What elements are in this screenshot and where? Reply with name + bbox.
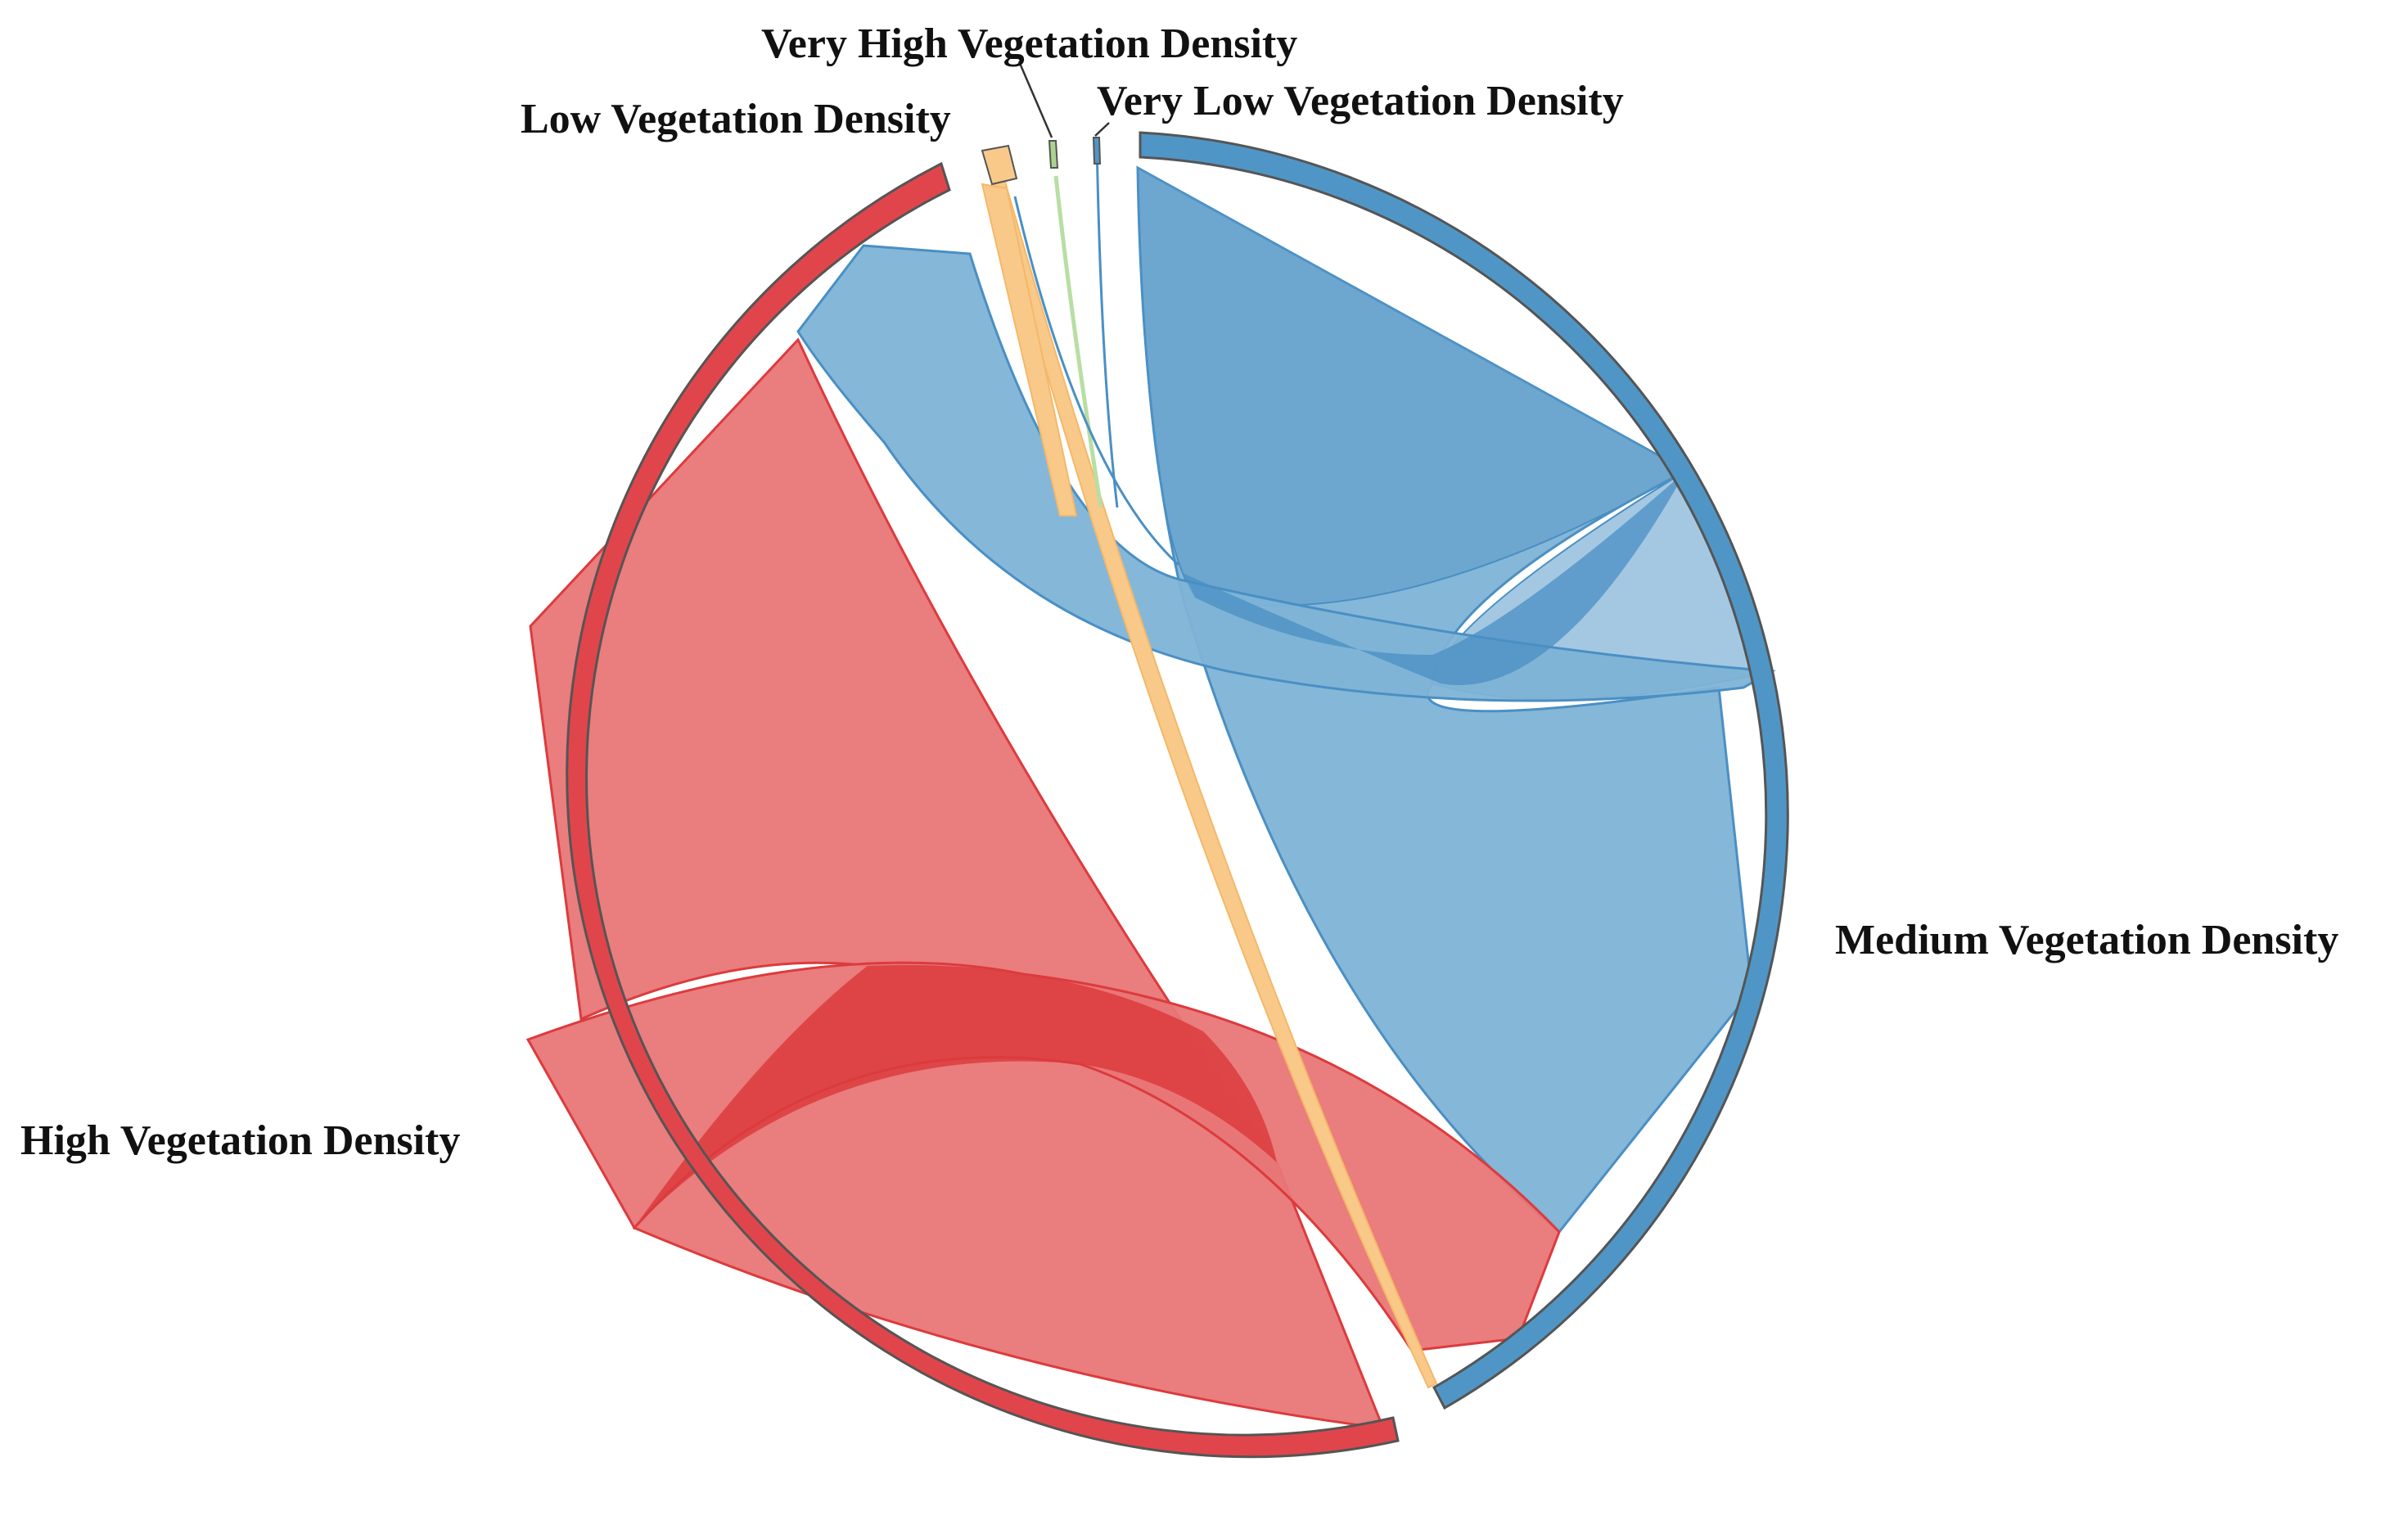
arc-low-vegetation-density — [981, 144, 1018, 186]
ribbons — [525, 138, 1776, 1430]
ribbon-low-to-high — [981, 183, 1078, 517]
ribbon-very-low — [1095, 138, 1119, 508]
leader-very-low — [1094, 122, 1110, 137]
arc-very-low-vegetation-density — [1092, 137, 1102, 165]
label-low-vegetation-density: Low Vegetation Density — [521, 96, 951, 142]
ribbon-medium-overlap — [1183, 471, 1686, 686]
category-labels: Very High Vegetation Density Very Low Ve… — [20, 20, 2338, 1164]
ribbon-high-overlap — [634, 965, 1277, 1228]
ribbon-medium-to-high — [796, 244, 1776, 702]
label-medium-vegetation-density: Medium Vegetation Density — [1835, 917, 2338, 963]
leader-very-high — [1017, 61, 1053, 138]
label-very-high-vegetation-density: Very High Vegetation Density — [761, 20, 1297, 67]
leader-lines — [1017, 61, 1110, 138]
label-very-low-vegetation-density: Very Low Vegetation Density — [1097, 78, 1624, 124]
arc-very-high-vegetation-density — [1048, 140, 1059, 169]
outer-arcs — [566, 131, 1789, 1459]
arc-medium-vegetation-density — [1139, 131, 1789, 1410]
label-high-vegetation-density: High Vegetation Density — [20, 1117, 460, 1164]
arc-high-vegetation-density — [566, 161, 1400, 1459]
ribbon-thin-blue-curve — [1013, 196, 1180, 566]
ribbon-high-to-high — [529, 337, 1386, 1430]
ribbon-low-to-medium — [990, 174, 1438, 1389]
ribbon-very-high — [1053, 175, 1103, 508]
